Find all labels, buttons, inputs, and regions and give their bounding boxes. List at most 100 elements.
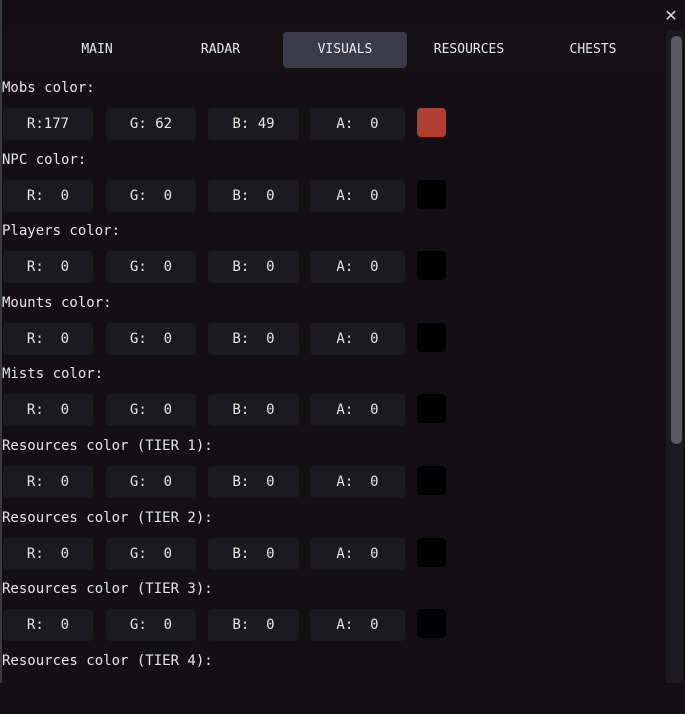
- tab-bar: MAIN RADAR VISUALS RESOURCES CHESTS: [2, 30, 664, 70]
- r-channel-value: R: 0: [26, 402, 70, 419]
- a-channel-value: A: 0: [336, 259, 379, 276]
- r-channel-value: R: 0: [26, 259, 70, 276]
- color-swatch[interactable]: [417, 108, 446, 137]
- r-channel-value: R: 0: [26, 187, 70, 204]
- b-channel-value: B: 0: [232, 617, 275, 634]
- tab-visuals[interactable]: VISUALS: [283, 32, 407, 68]
- scrollbar-thumb[interactable]: [671, 36, 682, 444]
- color-group-label: NPC color:: [2, 151, 87, 168]
- a-channel-input[interactable]: A: 0: [310, 537, 405, 570]
- a-channel-value: A: 0: [336, 545, 379, 562]
- b-channel-value: B: 0: [232, 259, 275, 276]
- b-channel-value: B: 0: [232, 330, 275, 347]
- r-channel-value: R: 0: [26, 473, 70, 490]
- tab-radar[interactable]: RADAR: [200, 42, 241, 57]
- g-channel-input[interactable]: G: 0: [106, 465, 196, 498]
- g-channel-input[interactable]: G: 0: [106, 322, 196, 355]
- r-channel-value: R:177: [26, 116, 70, 132]
- g-channel-value: G: 0: [129, 545, 173, 562]
- b-channel-input[interactable]: B: 0: [208, 394, 299, 427]
- b-channel-input[interactable]: B: 0: [208, 179, 299, 212]
- b-channel-value: B: 0: [232, 402, 275, 419]
- b-channel-value: B: 0: [232, 473, 275, 490]
- r-channel-input[interactable]: R: 0: [3, 251, 93, 284]
- g-channel-value: G: 0: [129, 617, 173, 634]
- g-channel-input[interactable]: G: 0: [106, 609, 196, 642]
- color-group: Resources color (TIER 1): R: 0 G: 0 B: 0 A: …: [0, 428, 664, 500]
- color-swatch[interactable]: [417, 322, 446, 352]
- b-channel-input[interactable]: B: 0: [208, 322, 299, 355]
- g-channel-input[interactable]: G: 62: [106, 108, 196, 140]
- color-group-label: Resources color (TIER 2):: [2, 509, 213, 526]
- window-border: [0, 0, 2, 683]
- color-swatch[interactable]: [417, 465, 446, 495]
- r-channel-input[interactable]: R: 0: [3, 179, 93, 212]
- g-channel-value: G: 0: [129, 259, 173, 276]
- r-channel-input[interactable]: R: 0: [3, 322, 93, 355]
- color-group: Mobs color: R:177 G: 62 B: 49 A: 0: [0, 70, 664, 142]
- color-group: Players color: R: 0 G: 0 B: 0 A: 0: [0, 213, 664, 285]
- g-channel-input[interactable]: G: 0: [106, 251, 196, 284]
- g-channel-value: G: 0: [129, 330, 173, 347]
- b-channel-value: B: 0: [232, 545, 275, 562]
- g-channel-input[interactable]: G: 0: [106, 394, 196, 427]
- a-channel-value: A: 0: [336, 330, 379, 347]
- close-icon[interactable]: ✕: [664, 6, 678, 25]
- color-swatch[interactable]: [417, 251, 446, 281]
- b-channel-input[interactable]: B: 49: [208, 108, 299, 140]
- tab-chests[interactable]: CHESTS: [569, 42, 617, 57]
- color-group: NPC color: R: 0 G: 0 B: 0 A: 0: [0, 142, 664, 214]
- tab-resources[interactable]: RESOURCES: [433, 42, 505, 57]
- b-channel-value: B: 49: [232, 116, 275, 132]
- a-channel-value: A: 0: [336, 473, 379, 490]
- b-channel-input[interactable]: B: 0: [208, 537, 299, 570]
- r-channel-input[interactable]: R: 0: [3, 609, 93, 642]
- a-channel-input[interactable]: A: 0: [310, 179, 405, 212]
- visuals-panel: Mobs color: R:177 G: 62 B: 49 A: 0 NPC color:…: [0, 70, 664, 714]
- r-channel-input[interactable]: R: 0: [3, 394, 93, 427]
- g-channel-value: G: 0: [129, 187, 173, 204]
- b-channel-input[interactable]: B: 0: [208, 609, 299, 642]
- color-group-label: Mounts color:: [2, 294, 112, 311]
- color-swatch[interactable]: [417, 179, 446, 209]
- g-channel-value: G: 62: [129, 116, 173, 132]
- color-group-label: Resources color (TIER 4):: [2, 652, 213, 669]
- color-group: Resources color (TIER 3): R: 0 G: 0 B: 0 A: …: [0, 571, 664, 643]
- a-channel-input[interactable]: A: 0: [310, 609, 405, 642]
- color-group-label: Resources color (TIER 1):: [2, 437, 213, 454]
- color-group: Resources color (TIER 4):: [0, 643, 664, 714]
- a-channel-input[interactable]: A: 0: [310, 322, 405, 355]
- r-channel-input[interactable]: R:177: [3, 108, 93, 140]
- color-swatch[interactable]: [417, 394, 446, 424]
- color-group: Mists color: R: 0 G: 0 B: 0 A: 0: [0, 356, 664, 428]
- g-channel-value: G: 0: [129, 402, 173, 419]
- g-channel-value: G: 0: [129, 473, 173, 490]
- r-channel-input[interactable]: R: 0: [3, 537, 93, 570]
- r-channel-input[interactable]: R: 0: [3, 465, 93, 498]
- color-group: Resources color (TIER 2): R: 0 G: 0 B: 0 A: …: [0, 500, 664, 572]
- a-channel-value: A: 0: [336, 187, 379, 204]
- b-channel-input[interactable]: B: 0: [208, 465, 299, 498]
- b-channel-value: B: 0: [232, 187, 275, 204]
- a-channel-input[interactable]: A: 0: [310, 465, 405, 498]
- color-group-label: Mobs color:: [2, 80, 95, 96]
- color-swatch[interactable]: [417, 537, 446, 567]
- a-channel-value: A: 0: [336, 617, 379, 634]
- color-swatch[interactable]: [417, 609, 446, 639]
- a-channel-value: A: 0: [336, 402, 379, 419]
- a-channel-input[interactable]: A: 0: [310, 108, 405, 140]
- color-group-label: Resources color (TIER 3):: [2, 581, 213, 598]
- r-channel-value: R: 0: [26, 330, 70, 347]
- color-group-label: Mists color:: [2, 366, 104, 383]
- g-channel-input[interactable]: G: 0: [106, 179, 196, 212]
- r-channel-value: R: 0: [26, 617, 70, 634]
- a-channel-value: A: 0: [336, 116, 379, 132]
- color-group-label: Players color:: [2, 223, 121, 240]
- tab-main[interactable]: MAIN: [81, 42, 113, 57]
- a-channel-input[interactable]: A: 0: [310, 251, 405, 284]
- a-channel-input[interactable]: A: 0: [310, 394, 405, 427]
- g-channel-input[interactable]: G: 0: [106, 537, 196, 570]
- b-channel-input[interactable]: B: 0: [208, 251, 299, 284]
- r-channel-value: R: 0: [26, 545, 70, 562]
- color-group: Mounts color: R: 0 G: 0 B: 0 A: 0: [0, 285, 664, 357]
